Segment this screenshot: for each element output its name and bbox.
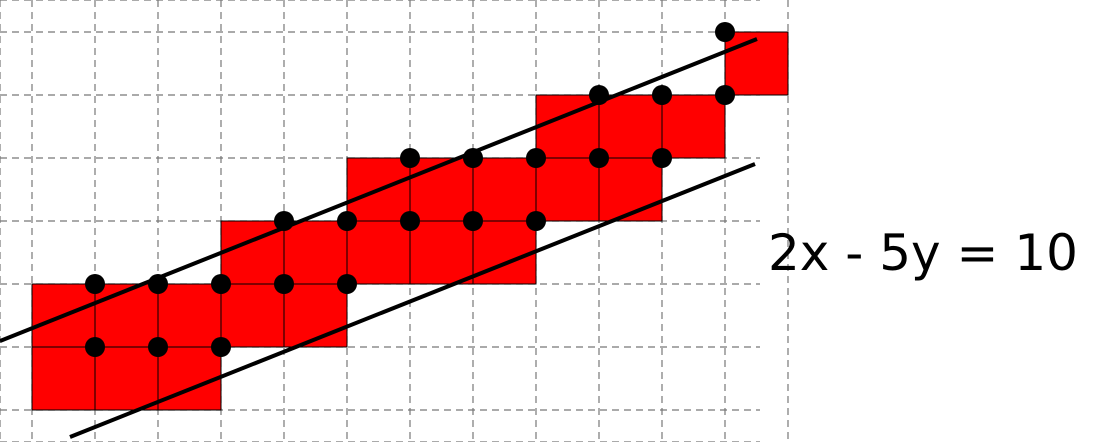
filled-cell	[220, 283, 285, 348]
lattice-dot	[337, 211, 357, 231]
filled-cell	[535, 157, 600, 222]
lattice-dot	[400, 148, 420, 168]
filled-cell	[661, 94, 726, 159]
lattice-dot	[715, 85, 735, 105]
lattice-dot	[652, 85, 672, 105]
lattice-dot	[274, 211, 294, 231]
filled-cell	[94, 346, 159, 411]
boundary-lines	[0, 37, 758, 439]
filled-cell	[283, 283, 348, 348]
filled-cell	[94, 283, 159, 348]
lattice-dot	[463, 148, 483, 168]
lattice-dot	[400, 211, 420, 231]
lattice-dot	[85, 274, 105, 294]
equation-label: 2x - 5y = 10	[768, 224, 1078, 282]
red-cells	[31, 31, 789, 411]
filled-cell	[409, 220, 474, 285]
filled-cell	[724, 31, 789, 96]
filled-cell	[346, 220, 411, 285]
filled-cell	[598, 157, 663, 222]
lattice-dot	[526, 211, 546, 231]
lattice-dot	[274, 274, 294, 294]
lattice-dot	[85, 337, 105, 357]
lattice-dot	[337, 274, 357, 294]
lattice-dot	[463, 211, 483, 231]
filled-cell	[283, 220, 348, 285]
lattice-dot	[589, 85, 609, 105]
upper-boundary-line	[0, 37, 758, 343]
lattice-dot	[211, 337, 231, 357]
filled-cell	[31, 346, 96, 411]
lattice-dot	[589, 148, 609, 168]
lattice-dot	[148, 274, 168, 294]
lower-boundary-line	[69, 162, 756, 439]
lattice-points	[85, 22, 735, 357]
filled-cell	[409, 157, 474, 222]
lattice-dot	[715, 22, 735, 42]
lattice-dot	[211, 274, 231, 294]
lattice-dot	[526, 148, 546, 168]
lattice-dot	[652, 148, 672, 168]
lattice-dot	[148, 337, 168, 357]
filled-cell	[598, 94, 663, 159]
filled-cell	[472, 157, 537, 222]
filled-cell	[157, 283, 222, 348]
